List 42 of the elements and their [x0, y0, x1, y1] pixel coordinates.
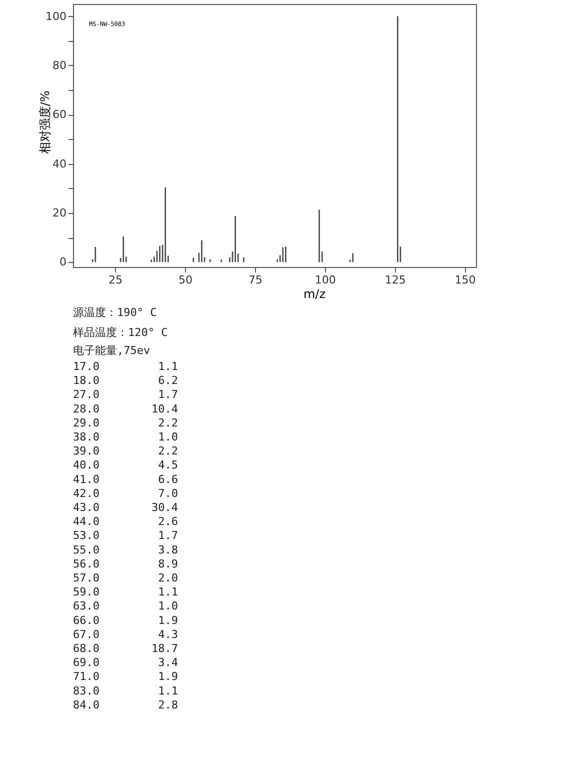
text: 53.0 1.7 — [73, 529, 178, 542]
text: 27.0 1.7 — [73, 388, 178, 402]
text: 63.0 1.0 — [73, 600, 178, 613]
text: 43.0 30.4 — [73, 501, 178, 514]
text: 样品温度：120° C — [73, 326, 168, 339]
text: 17.0 1.1 — [73, 360, 178, 373]
x-tick-label: 125 — [384, 274, 406, 286]
y-tick-label: 60 — [52, 108, 66, 122]
y-tick-label: 0 — [60, 256, 66, 269]
text: 83.0 1.1 — [73, 684, 178, 698]
text: 29.0 2.2 — [73, 416, 178, 430]
text: 39.0 2.2 — [73, 444, 178, 458]
text: 84.0 2.8 — [73, 698, 178, 712]
x-tick-label: 25 — [108, 274, 122, 286]
text: 57.0 2.0 — [73, 572, 178, 584]
y-axis-title: 相对强度/% — [38, 90, 52, 154]
text: 42.0 7.0 — [73, 486, 178, 500]
x-tick-label: 50 — [178, 274, 192, 286]
y-tick-label: 40 — [52, 157, 66, 170]
text: 68.0 18.7 — [73, 642, 178, 655]
x-tick-label: 150 — [454, 274, 476, 286]
text: 源温度：190° C — [73, 306, 157, 319]
text: 67.0 4.3 — [73, 628, 178, 641]
text: 电子能量,75ev — [73, 344, 150, 357]
text: 38.0 1.0 — [73, 430, 178, 444]
x-tick-label: 100 — [314, 274, 336, 286]
text: 41.0 6.6 — [73, 472, 178, 486]
text: 71.0 1.9 — [73, 670, 178, 684]
text: 28.0 10.4 — [73, 402, 178, 416]
text: 44.0 2.6 — [73, 515, 178, 528]
y-tick-label: 20 — [52, 206, 66, 220]
text: 69.0 3.4 — [73, 656, 178, 670]
text: 55.0 3.8 — [73, 543, 178, 556]
x-tick-label: 75 — [248, 274, 262, 286]
text: 40.0 4.5 — [73, 458, 178, 472]
text: 66.0 1.9 — [73, 614, 178, 627]
text: 59.0 1.1 — [73, 586, 178, 599]
x-axis-title: m/z — [303, 287, 326, 301]
y-tick-label: 80 — [52, 58, 66, 72]
y-tick-label: 100 — [46, 10, 66, 23]
text: 18.0 6.2 — [73, 374, 178, 388]
text: 56.0 8.9 — [73, 557, 178, 570]
